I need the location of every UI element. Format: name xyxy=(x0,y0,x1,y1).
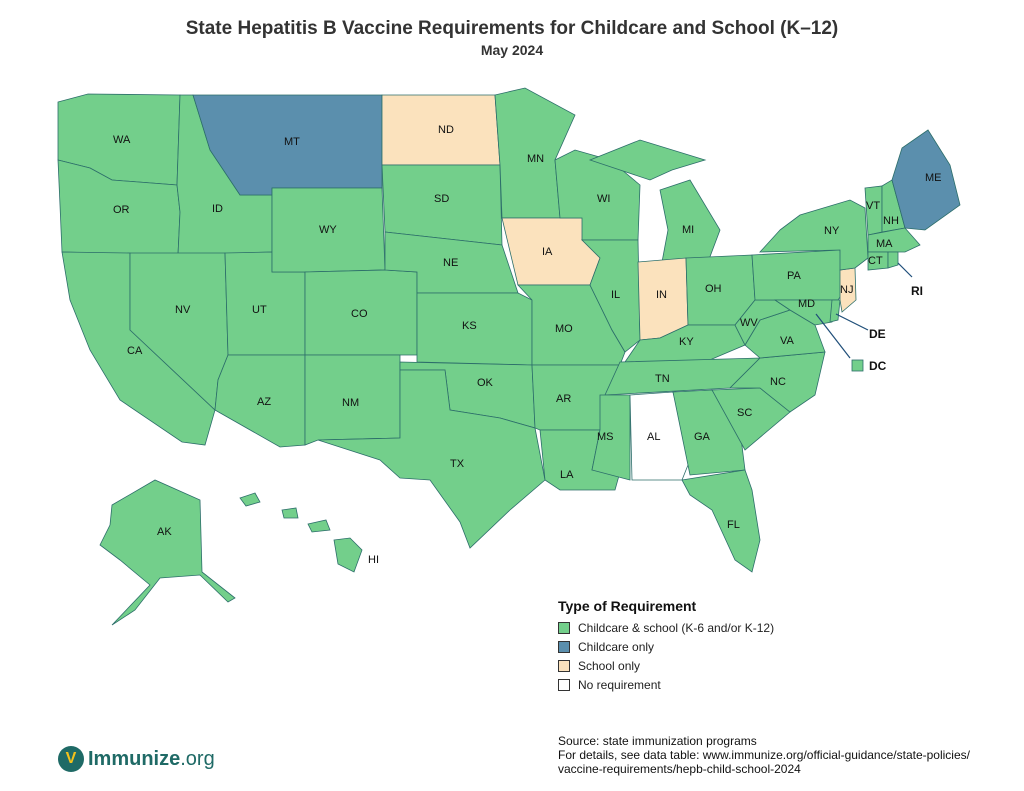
label-la: LA xyxy=(560,469,574,481)
legend-label: Childcare only xyxy=(578,639,655,654)
state-al xyxy=(629,391,691,481)
label-ny: NY xyxy=(824,225,840,237)
label-ia: IA xyxy=(542,246,553,258)
ri-callout-line xyxy=(897,262,913,278)
de-callout-line xyxy=(835,313,869,331)
label-ne: NE xyxy=(443,257,458,269)
label-mt: MT xyxy=(284,136,300,148)
label-va: VA xyxy=(780,335,795,347)
label-or: OR xyxy=(113,204,130,216)
legend-swatch xyxy=(558,678,570,691)
label-il: IL xyxy=(611,289,620,301)
label-ca: CA xyxy=(127,345,143,357)
label-fl: FL xyxy=(727,519,740,531)
legend-swatch xyxy=(558,621,570,634)
state-ri xyxy=(887,251,899,269)
label-al: AL xyxy=(647,431,660,443)
legend-item: No requirement xyxy=(558,675,774,694)
label-ma: MA xyxy=(876,238,893,250)
state-ga xyxy=(672,389,746,476)
label-tx: TX xyxy=(450,458,465,470)
label-de: DE xyxy=(869,327,886,341)
label-mo: MO xyxy=(555,323,573,335)
state-fl xyxy=(681,469,761,573)
dc-callout-line xyxy=(815,313,851,359)
label-ok: OK xyxy=(477,377,494,389)
label-hi: HI xyxy=(368,554,379,566)
details-url-line: vaccine-requirements/hepb-child-school-2… xyxy=(558,762,801,776)
label-nd: ND xyxy=(438,124,454,136)
details-line: For details, see data table: www.immuniz… xyxy=(558,748,970,762)
legend-items: Childcare & school (K-6 and/or K-12) Chil… xyxy=(558,618,774,694)
label-ri: RI xyxy=(911,284,923,298)
label-ut: UT xyxy=(252,304,267,316)
label-ga: GA xyxy=(694,431,711,443)
map-title: State Hepatitis B Vaccine Requirements f… xyxy=(185,18,839,39)
label-oh: OH xyxy=(705,283,722,295)
label-vt: VT xyxy=(866,200,880,212)
label-wi: WI xyxy=(597,193,610,205)
label-mn: MN xyxy=(527,153,544,165)
label-nv: NV xyxy=(175,304,191,316)
state-tx xyxy=(317,369,546,549)
map-subtitle: May 2024 xyxy=(480,42,544,58)
label-wy: WY xyxy=(319,224,337,236)
legend: Type of Requirement Childcare & school (… xyxy=(558,598,774,694)
legend-title: Type of Requirement xyxy=(558,598,697,614)
label-me: ME xyxy=(925,172,942,184)
legend-item: Childcare only xyxy=(558,637,774,656)
legend-label: No requirement xyxy=(578,677,661,692)
source-line: Source: state immunization programs xyxy=(558,734,757,748)
legend-item: School only xyxy=(558,656,774,675)
state-sd xyxy=(381,164,503,246)
legend-swatch xyxy=(558,659,570,672)
label-wv: WV xyxy=(740,317,758,329)
immunize-logo: V Immunize.org xyxy=(58,746,215,772)
label-pa: PA xyxy=(787,270,802,282)
label-nh: NH xyxy=(883,215,899,227)
state-ny xyxy=(759,199,869,271)
legend-item: Childcare & school (K-6 and/or K-12) xyxy=(558,618,774,637)
immunize-logo-icon: V xyxy=(58,746,84,772)
label-tn: TN xyxy=(655,373,670,385)
legend-swatch xyxy=(558,640,570,653)
label-co: CO xyxy=(351,308,368,320)
state-me xyxy=(891,129,961,231)
label-mi: MI xyxy=(682,224,694,236)
immunize-logo-text: Immunize.org xyxy=(88,747,215,770)
label-id: ID xyxy=(212,203,223,215)
label-ak: AK xyxy=(157,526,172,538)
legend-label: School only xyxy=(578,658,641,673)
label-ar: AR xyxy=(556,393,571,405)
legend-label: Childcare & school (K-6 and/or K-12) xyxy=(578,620,775,635)
label-md: MD xyxy=(798,298,815,310)
dc-swatch xyxy=(851,359,864,372)
label-sc: SC xyxy=(737,407,752,419)
state-il xyxy=(581,239,641,353)
label-in: IN xyxy=(656,289,667,301)
state-labels: WA OR CA ID NV UT AZ MT WY CO NM ND SD N… xyxy=(113,124,942,566)
label-ms: MS xyxy=(597,431,614,443)
label-sd: SD xyxy=(434,193,449,205)
state-ms xyxy=(591,394,631,481)
label-ks: KS xyxy=(462,320,477,332)
state-ak xyxy=(99,479,236,626)
source-note: Source: state immunization programs For … xyxy=(558,734,970,776)
label-ct: CT xyxy=(868,255,883,267)
label-nj: NJ xyxy=(840,284,853,296)
label-dc: DC xyxy=(869,359,887,373)
label-ky: KY xyxy=(679,336,694,348)
state-hi xyxy=(239,492,363,573)
label-az: AZ xyxy=(257,396,271,408)
state-de xyxy=(829,299,841,323)
label-nm: NM xyxy=(342,397,359,409)
label-nc: NC xyxy=(770,376,786,388)
label-wa: WA xyxy=(113,134,131,146)
state-ma xyxy=(867,227,921,253)
